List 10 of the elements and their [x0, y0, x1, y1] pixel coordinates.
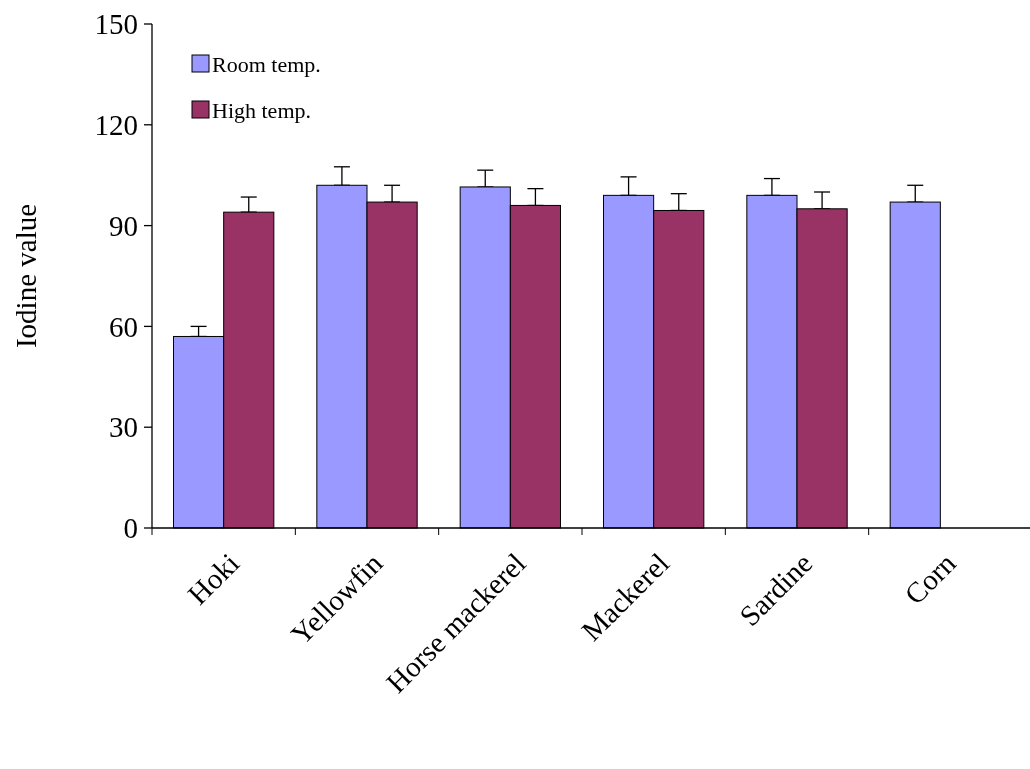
y-tick-label: 30 — [109, 411, 138, 444]
y-tick-label: 150 — [94, 8, 138, 41]
legend-label: Room temp. — [212, 51, 321, 77]
y-tick-label: 0 — [123, 512, 138, 545]
y-tick-label: 120 — [94, 108, 138, 141]
y-tick-label: 60 — [109, 310, 138, 343]
x-tick-label: Corn — [898, 546, 963, 611]
y-axis-title: Iodine value — [10, 203, 42, 349]
legend-label: High temp. — [212, 97, 311, 123]
y-tick-label: 90 — [109, 209, 138, 242]
